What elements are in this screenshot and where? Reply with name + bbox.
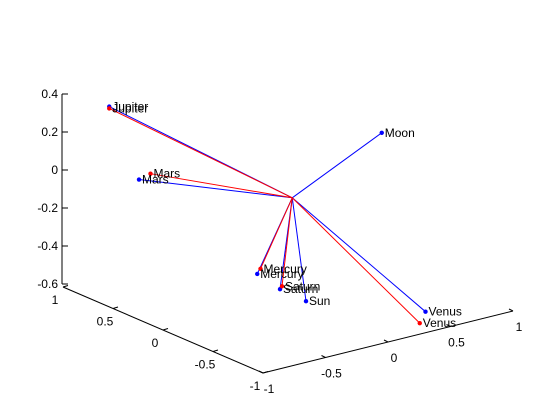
point-label-venus: Venus: [429, 305, 462, 319]
series-line-saturn: [281, 197, 293, 287]
series-lines: [109, 106, 426, 324]
right-tick-label: -1: [264, 382, 275, 396]
point-labels: JupiterMoonMarsMercurySaturnSunVenusJupi…: [112, 100, 462, 331]
point-label-mars: Mars: [154, 167, 181, 181]
z-tick-label: 0: [51, 163, 58, 177]
z-tick-label: 0.4: [41, 87, 58, 101]
series-line-venus: [291, 197, 421, 324]
point-label-jupiter: Jupiter: [112, 100, 148, 114]
left-tick-mark: [112, 306, 119, 309]
series-line-moon: [291, 132, 383, 199]
left-tick-mark: [212, 349, 219, 352]
data-point-mercury: [258, 266, 263, 271]
right-tick-mark: [321, 355, 326, 358]
right-tick-mark: [508, 308, 514, 312]
point-label-mars: Mars: [142, 173, 169, 187]
series-line-mercury: [260, 197, 293, 269]
data-point-mars: [148, 171, 153, 176]
series-line-sun: [291, 197, 307, 302]
point-label-moon: Moon: [385, 126, 415, 140]
right-tick-label: 1: [516, 320, 523, 334]
right-tick-mark: [383, 339, 389, 343]
right-tick-label: 0.5: [448, 336, 465, 350]
z-tick-label: -0.4: [37, 239, 58, 253]
left-tick-label: -0.5: [195, 358, 216, 372]
z-tick-label: 0.2: [41, 125, 58, 139]
z-tick-label: -0.6: [37, 277, 58, 291]
data-point-mars: [136, 177, 142, 182]
point-label-mercury: Mercury: [264, 262, 307, 276]
data-point-moon: [379, 130, 384, 135]
left-tick-mark: [62, 285, 69, 288]
data-point-jupiter: [107, 106, 112, 111]
data-point-venus: [417, 320, 422, 326]
left-tick-mark: [162, 328, 169, 331]
point-label-sun: Sun: [309, 294, 330, 308]
series-points: [107, 104, 428, 326]
axes: -0.6 -0.4 -0.2 0 0.2 0.4 1 0.5 0 -0.5 -1 -1 -0.5 0 0.5…: [37, 87, 522, 396]
data-point-saturn: [279, 284, 285, 289]
series-line-mars: [150, 173, 293, 199]
left-tick-label: -1: [250, 379, 261, 393]
left-tick-label: 0.5: [97, 315, 114, 329]
right-tick-mark: [446, 324, 451, 327]
series-line-mars: [138, 179, 293, 199]
right-tick-label: 0: [391, 351, 398, 365]
point-label-mercury: Mercury: [260, 267, 303, 281]
right-tick-label: -0.5: [321, 367, 342, 381]
z-tick-label: -0.2: [37, 201, 58, 215]
left-tick-label: 1: [52, 293, 59, 307]
point-label-saturn: Saturn: [283, 282, 318, 296]
left-tick-label: 0: [152, 336, 159, 350]
data-point-sun: [303, 298, 309, 304]
point-label-jupiter: Jupiter: [112, 101, 148, 115]
right-tick-mark: [258, 370, 264, 374]
series-line-venus: [291, 197, 426, 313]
point-label-venus: Venus: [423, 316, 456, 330]
data-point-venus: [423, 309, 428, 314]
data-point-mercury: [255, 271, 260, 277]
point-label-saturn: Saturn: [285, 279, 320, 293]
series-line-jupiter: [109, 107, 293, 199]
